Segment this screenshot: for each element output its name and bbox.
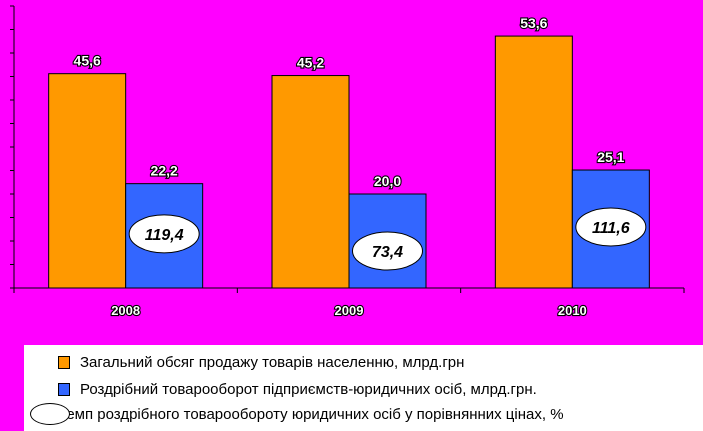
legend-label-rate: Темп роздрібного товарообороту юридичних… <box>58 405 564 423</box>
x-tick-label-2009: 2009 <box>335 303 364 318</box>
data-label-retail-2009: 20,0 <box>374 173 401 189</box>
legend-item-sales: Загальний обсяг продажу товарів населенн… <box>58 351 464 373</box>
rate-label-2010: 111,6 <box>592 220 630 237</box>
rate-ellipse-2009 <box>352 231 423 271</box>
bar-sales-2010 <box>494 35 573 289</box>
bar-sales-2009 <box>271 75 350 289</box>
chart-plot: 45,6 22,2 119,4 2008 45,2 20,0 73,4 2009 53,6 25,… <box>10 5 685 319</box>
rate-ellipse-2010 <box>575 207 647 247</box>
x-tick-label-2008: 2008 <box>111 303 140 318</box>
rate-label-2009: 73,4 <box>372 244 403 261</box>
legend-label-sales: Загальний обсяг продажу товарів населенн… <box>80 353 465 371</box>
bar-sales-2008 <box>48 73 127 289</box>
legend-swatch-rate <box>30 403 70 425</box>
data-label-retail-2008: 22,2 <box>151 163 178 179</box>
legend-item-retail: Роздрібний товарооборот підприємств-юрид… <box>58 378 537 400</box>
rate-label-2008: 119,4 <box>145 227 184 244</box>
legend-swatch-sales <box>58 355 70 369</box>
legend-swatch-retail <box>58 382 70 396</box>
data-label-sales-2009: 45,2 <box>297 55 324 71</box>
chart-legend: Загальний обсяг продажу товарів населенн… <box>24 345 703 431</box>
rate-ellipse-2008 <box>128 214 200 254</box>
data-label-sales-2010: 53,6 <box>520 15 547 31</box>
data-label-retail-2010: 25,1 <box>597 149 624 165</box>
data-label-sales-2008: 45,6 <box>74 53 101 69</box>
legend-label-retail: Роздрібний товарооборот підприємств-юрид… <box>80 380 537 398</box>
x-tick-label-2010: 2010 <box>558 303 587 318</box>
legend-item-rate: Темп роздрібного товарообороту юридичних… <box>30 403 564 425</box>
